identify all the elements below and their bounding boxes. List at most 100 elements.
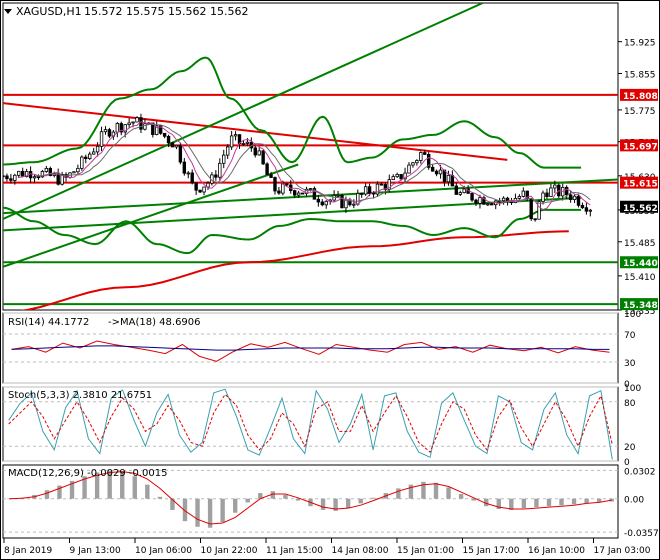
menu-triangle-icon[interactable] — [4, 9, 12, 14]
candle-body — [229, 135, 234, 148]
candle-body — [123, 124, 127, 133]
candle-body — [107, 129, 112, 137]
candle-body — [225, 146, 230, 156]
price-label-15.348: 15.348 — [623, 301, 658, 311]
medium-ma-line — [34, 123, 591, 204]
x-tick-label: 11 Jan 15:00 — [266, 546, 323, 556]
candle-body — [198, 189, 202, 193]
candle-body — [115, 123, 120, 133]
macd-histogram-bar — [207, 498, 213, 528]
candle-body — [383, 184, 388, 190]
price-tick-label: 15.485 — [624, 239, 656, 249]
candle-body — [474, 199, 478, 204]
candle-body — [135, 117, 139, 123]
candle-body — [584, 207, 589, 212]
moving-average-line — [20, 230, 569, 310]
price-tick-label: 15.925 — [624, 39, 656, 49]
rsi-tick-label: 30 — [624, 359, 636, 369]
candle-body — [580, 204, 585, 209]
price-label-15.697: 15.697 — [623, 142, 658, 152]
stoch-tick-label: 20 — [624, 443, 636, 453]
macd-histogram-bar — [258, 493, 263, 499]
macd-histogram-bar — [371, 497, 376, 499]
price-label-box — [620, 298, 658, 311]
candle-body — [434, 170, 439, 175]
x-tick-label: 16 Jan 10:00 — [528, 546, 585, 556]
macd-histogram-bar — [170, 498, 175, 510]
macd-histogram-bar — [546, 498, 552, 507]
candle-body — [423, 152, 427, 155]
candle-body — [462, 188, 466, 194]
bollinger-lower-line — [3, 206, 582, 255]
candle-body — [356, 193, 360, 205]
candle-body — [458, 192, 462, 195]
x-tick-label: 15 Jan 01:00 — [397, 546, 454, 556]
candle-body — [336, 194, 340, 197]
candle-body — [103, 129, 108, 133]
macd-histogram-bar — [433, 482, 439, 499]
candle-body — [36, 176, 41, 179]
rsi-title: RSI(14) 44.1772 — [8, 317, 89, 328]
candle-body — [182, 161, 187, 174]
candle-body — [572, 195, 577, 200]
candle-body — [490, 203, 494, 206]
candle-body — [285, 183, 289, 186]
candle-body — [564, 186, 569, 196]
candle-body — [300, 192, 305, 195]
candle-body — [379, 183, 384, 186]
candle-body — [139, 117, 143, 130]
stoch-title: Stoch(5,3,3) 2.3810 21.6751 — [8, 390, 152, 401]
rsi-tick-label: 100 — [624, 310, 641, 320]
macd-histogram-bar — [320, 498, 326, 510]
candle-body — [553, 184, 557, 189]
candle-body — [202, 186, 206, 193]
candle-body — [194, 182, 198, 191]
macd-histogram-bar — [107, 470, 112, 499]
macd-histogram-bar — [358, 498, 363, 504]
candle-body — [517, 196, 522, 199]
trend-line-4 — [3, 163, 299, 268]
macd-histogram-bar — [283, 494, 288, 499]
candle-body — [576, 195, 581, 206]
macd-histogram-bar — [509, 498, 514, 510]
macd-histogram-bar — [270, 491, 276, 499]
candle-body — [44, 167, 49, 172]
candle-body — [411, 162, 415, 166]
candle-body — [470, 192, 474, 201]
macd-histogram-bar — [408, 484, 414, 499]
candle-body — [218, 162, 222, 178]
rsi-tick-label: 0 — [624, 380, 630, 390]
candle-body — [162, 132, 167, 137]
candle-body — [454, 185, 459, 195]
macd-tick-label: 0.0302 — [624, 467, 656, 477]
macd-histogram-bar — [345, 498, 351, 509]
macd-histogram-bar — [333, 498, 338, 511]
stoch-series-1 — [8, 393, 613, 453]
candle-body — [375, 183, 380, 195]
candle-body — [541, 192, 545, 202]
candle-body — [88, 153, 92, 159]
candle-body — [352, 203, 356, 206]
price-label-box — [620, 256, 658, 269]
candle-body — [40, 171, 45, 178]
macd-histogram-bar — [596, 498, 602, 503]
candle-body — [72, 171, 76, 174]
candle-body — [48, 167, 53, 176]
macd-histogram-bar — [521, 498, 527, 509]
candle-body — [99, 131, 104, 147]
candle-body — [430, 166, 435, 172]
macd-histogram-bar — [132, 476, 137, 499]
candle-body — [399, 174, 403, 180]
candle-body — [391, 176, 395, 181]
candle-body — [253, 147, 257, 156]
macd-series-1 — [9, 471, 612, 525]
price-tick-label: 15.855 — [624, 70, 656, 80]
candle-body — [155, 125, 159, 135]
stoch-tick-label: 100 — [624, 384, 641, 394]
candle-body — [427, 154, 431, 168]
candle-body — [21, 170, 25, 177]
candle-body — [419, 152, 423, 161]
candle-body — [119, 123, 123, 133]
candle-body — [363, 186, 368, 195]
candle-body — [446, 174, 451, 183]
